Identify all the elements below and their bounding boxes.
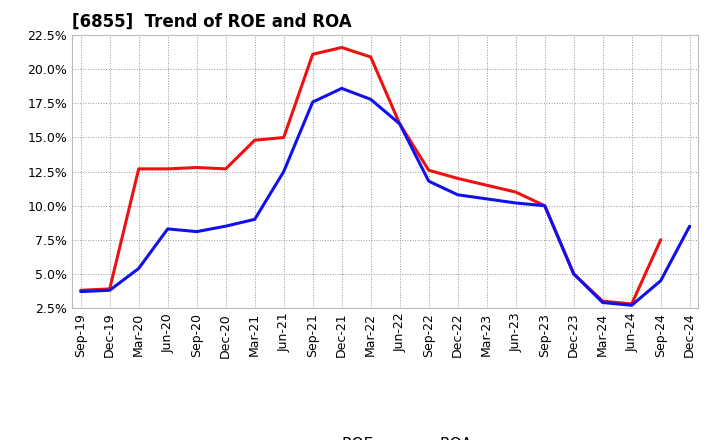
ROA <box>541 203 549 209</box>
ROA <box>163 226 172 231</box>
ROA <box>308 99 317 105</box>
ROE <box>511 189 520 194</box>
Text: [6855]  Trend of ROE and ROA: [6855] Trend of ROE and ROA <box>72 13 351 31</box>
ROA <box>685 224 694 229</box>
ROE <box>221 166 230 172</box>
ROE <box>163 166 172 172</box>
ROA <box>105 288 114 293</box>
ROE <box>135 166 143 172</box>
ROE <box>627 301 636 307</box>
ROE <box>570 271 578 276</box>
ROA <box>395 121 404 127</box>
ROE <box>424 168 433 173</box>
ROA <box>76 289 85 294</box>
ROA <box>192 229 201 234</box>
ROE <box>251 138 259 143</box>
ROE <box>338 45 346 50</box>
ROA <box>424 179 433 184</box>
ROA <box>570 271 578 276</box>
ROA <box>251 216 259 222</box>
ROA <box>627 303 636 308</box>
ROE <box>105 286 114 292</box>
Line: ROA: ROA <box>81 88 690 305</box>
ROA <box>657 278 665 283</box>
ROE <box>76 288 85 293</box>
ROA <box>135 266 143 271</box>
ROE <box>366 55 375 60</box>
ROE <box>454 176 462 181</box>
ROE <box>308 51 317 57</box>
ROE <box>541 203 549 209</box>
ROA <box>279 169 288 174</box>
ROE <box>279 135 288 140</box>
Legend: ROE, ROA: ROE, ROA <box>292 431 478 440</box>
ROE <box>192 165 201 170</box>
ROA <box>454 192 462 198</box>
Line: ROE: ROE <box>81 48 661 304</box>
ROA <box>598 300 607 305</box>
ROA <box>482 196 491 202</box>
ROE <box>598 299 607 304</box>
ROA <box>338 86 346 91</box>
ROE <box>395 121 404 127</box>
ROA <box>511 200 520 205</box>
ROE <box>482 183 491 188</box>
ROA <box>366 97 375 102</box>
ROA <box>221 224 230 229</box>
ROE <box>657 237 665 242</box>
